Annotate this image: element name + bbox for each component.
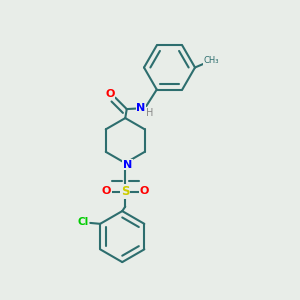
Text: O: O	[105, 89, 115, 99]
Text: N: N	[123, 160, 132, 170]
Text: O: O	[102, 186, 111, 196]
Text: Cl: Cl	[77, 217, 88, 227]
Text: S: S	[121, 185, 130, 198]
Text: CH₃: CH₃	[204, 56, 219, 65]
Text: O: O	[140, 186, 149, 196]
Text: H: H	[146, 108, 154, 118]
Text: N: N	[136, 103, 146, 113]
